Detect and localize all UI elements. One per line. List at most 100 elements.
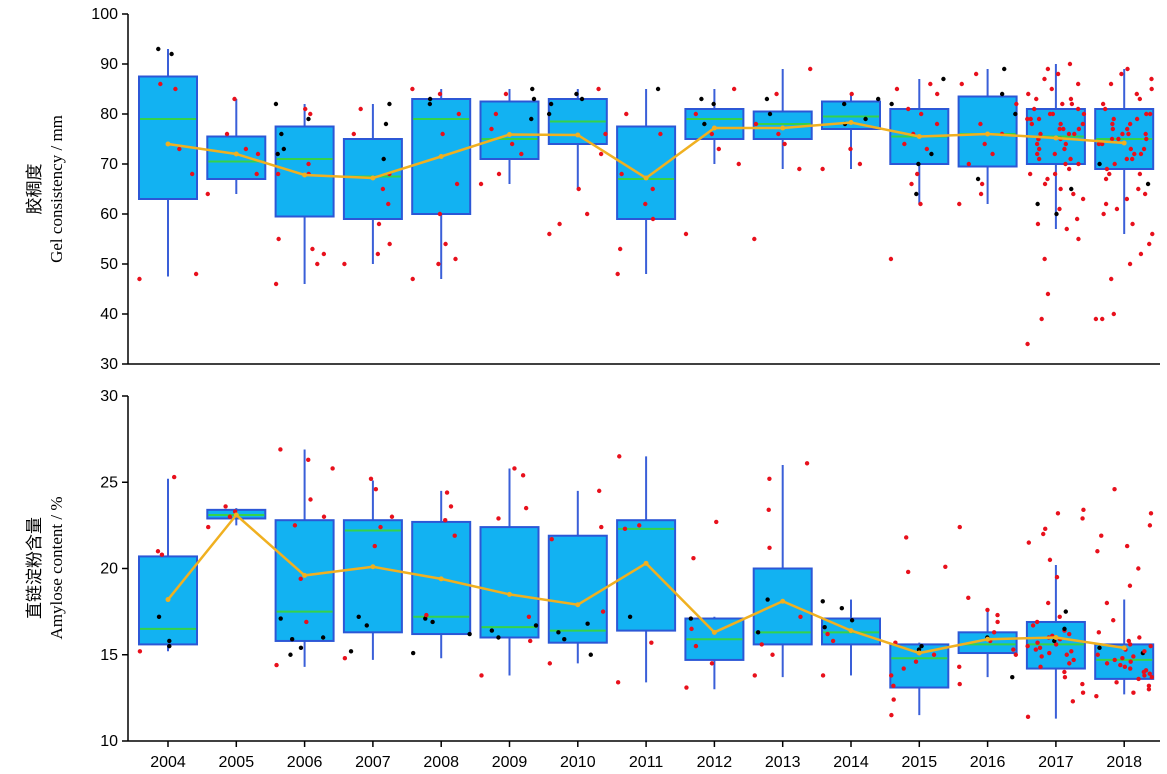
sample-point — [1110, 121, 1115, 127]
y-tick-label: 30 — [100, 388, 118, 405]
sample-point — [929, 151, 934, 157]
sample-point — [918, 201, 923, 207]
sample-point — [224, 131, 230, 137]
sample-point — [1062, 146, 1067, 152]
box-2004 — [138, 49, 198, 277]
sample-point — [1124, 543, 1130, 549]
sample-point — [916, 161, 921, 167]
sample-point — [1036, 116, 1042, 122]
sample-point — [1116, 136, 1121, 142]
sample-point — [1068, 96, 1074, 102]
points-2018 — [1094, 486, 1154, 699]
sample-point — [1102, 106, 1108, 112]
mean-point — [438, 154, 444, 159]
sample-point — [273, 101, 279, 107]
y-tick-label: 25 — [100, 474, 118, 491]
sample-point — [1131, 654, 1136, 659]
x-tick-label: 2014 — [833, 754, 869, 771]
sample-point — [304, 619, 309, 625]
sample-point — [889, 101, 894, 107]
sample-point — [496, 635, 501, 640]
y-tick-label: 10 — [100, 733, 118, 750]
sample-point — [1072, 131, 1077, 137]
sample-point — [1120, 656, 1125, 661]
sample-point — [1025, 116, 1030, 122]
box-2018 — [1094, 69, 1155, 234]
sample-point — [1108, 81, 1114, 87]
sample-point — [1010, 674, 1015, 680]
sample-point — [254, 171, 259, 177]
points-2012 — [683, 86, 741, 237]
x-tick-label: 2010 — [560, 754, 596, 771]
mean-point — [1121, 645, 1127, 651]
sample-point — [443, 241, 448, 247]
sample-point — [598, 151, 604, 157]
box-2016 — [957, 609, 1018, 678]
sample-point — [820, 166, 825, 172]
sample-point — [375, 251, 381, 257]
sample-point — [1143, 131, 1148, 137]
mean-point — [302, 172, 308, 178]
sample-point — [440, 131, 445, 137]
sample-point — [288, 652, 293, 657]
sample-point — [1100, 316, 1105, 322]
sample-point — [1127, 261, 1133, 267]
sample-point — [273, 281, 279, 287]
mean-point — [438, 576, 444, 582]
sample-point — [716, 146, 722, 152]
sample-point — [1058, 121, 1063, 127]
sample-point — [478, 181, 484, 187]
sample-point — [1128, 666, 1133, 671]
sample-point — [1036, 156, 1042, 162]
mean-point — [711, 125, 717, 131]
sample-point — [683, 231, 689, 237]
sample-point — [1057, 614, 1062, 619]
sample-point — [1081, 507, 1086, 513]
sample-point — [156, 614, 162, 619]
sample-point — [752, 673, 757, 678]
sample-point — [857, 161, 863, 167]
sample-point — [389, 514, 395, 519]
y-tick-label: 30 — [100, 356, 118, 373]
sample-point — [348, 649, 354, 654]
sample-point — [1104, 661, 1110, 666]
sample-point — [321, 251, 327, 257]
sample-point — [1064, 226, 1069, 232]
sample-point — [368, 476, 374, 481]
sample-point — [1025, 714, 1031, 720]
sample-point — [1144, 111, 1149, 117]
sample-point — [1142, 191, 1148, 197]
sample-point — [1127, 121, 1133, 127]
sample-point — [430, 619, 435, 625]
sample-point — [764, 96, 770, 102]
sample-point — [924, 146, 930, 152]
sample-point — [863, 116, 868, 122]
sample-point — [588, 652, 593, 657]
points-2012 — [684, 519, 719, 690]
sample-point — [1107, 171, 1112, 177]
sample-point — [767, 111, 773, 117]
sample-point — [770, 652, 775, 657]
sample-point — [934, 91, 940, 97]
sample-point — [1080, 196, 1086, 202]
sample-point — [278, 447, 283, 452]
sample-point — [1038, 131, 1043, 137]
sample-point — [1069, 649, 1074, 654]
sample-point — [957, 201, 962, 207]
mean-point — [916, 134, 922, 139]
sample-point — [1146, 683, 1152, 688]
sample-point — [467, 631, 472, 637]
sample-point — [1039, 316, 1044, 322]
sample-point — [693, 643, 699, 649]
sample-point — [1114, 680, 1119, 685]
mean-point — [507, 132, 512, 137]
sample-point — [1066, 131, 1072, 137]
points-2018 — [1093, 66, 1155, 322]
box-2010 — [547, 89, 608, 189]
sample-point — [1144, 136, 1149, 142]
points-2010 — [547, 488, 606, 666]
sample-point — [1080, 690, 1086, 695]
sample-point — [776, 131, 781, 137]
sample-point — [574, 91, 579, 97]
mean-point — [302, 572, 308, 578]
